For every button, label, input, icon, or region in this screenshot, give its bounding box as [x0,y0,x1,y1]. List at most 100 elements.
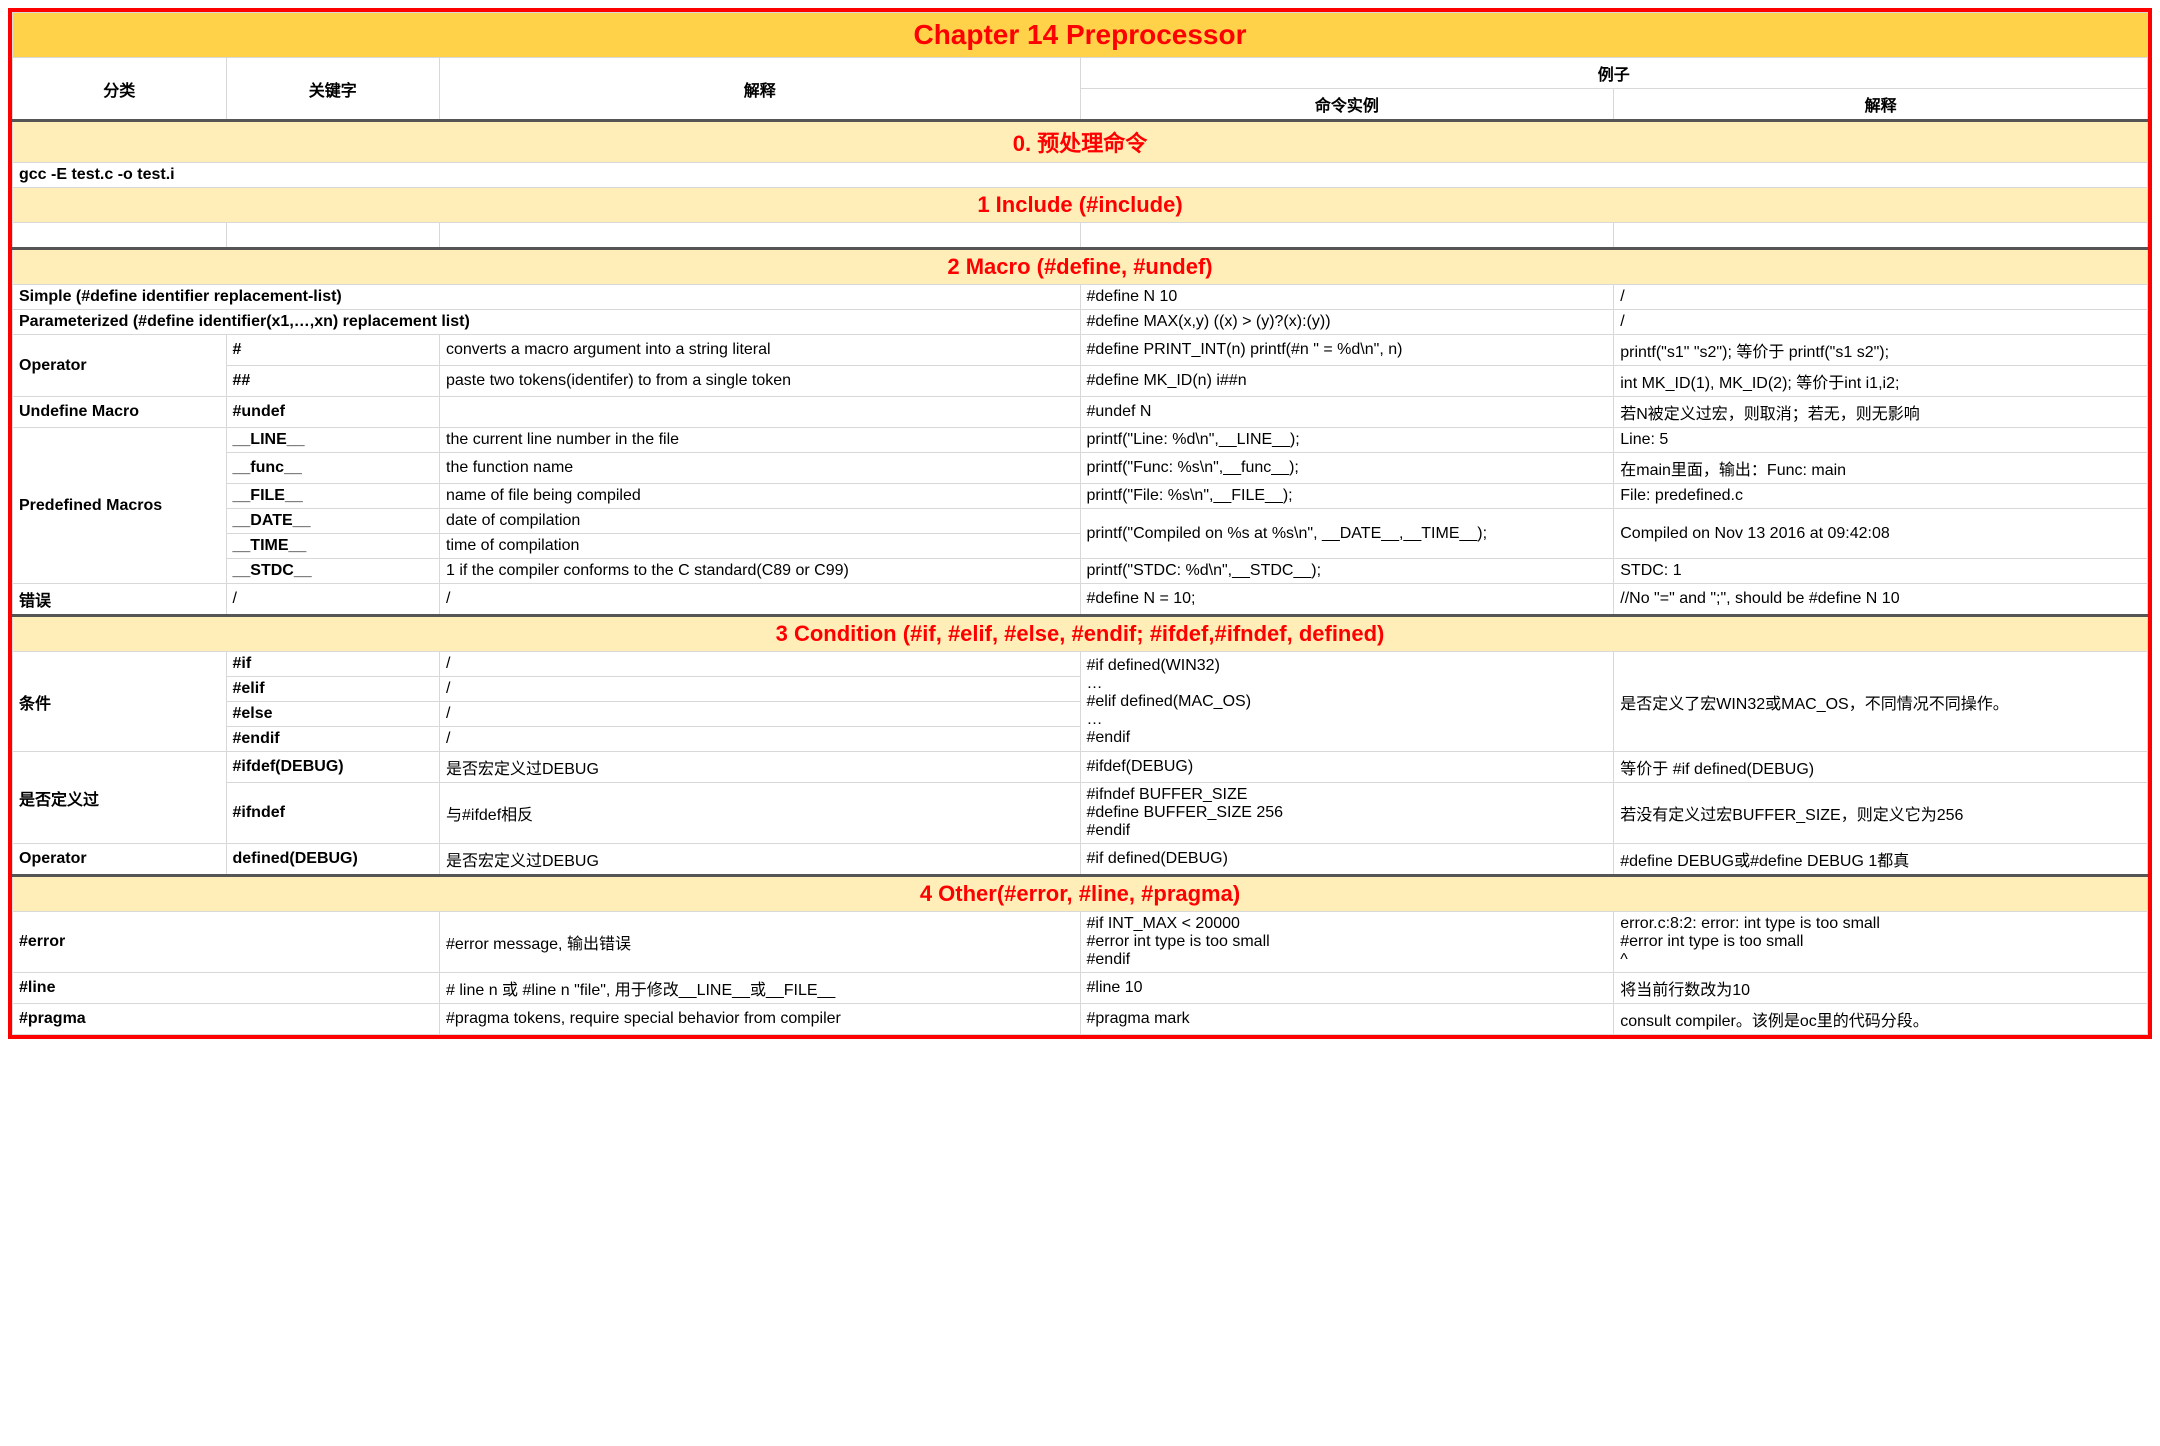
defined-op-row: Operator defined(DEBUG) 是否宏定义过DEBUG #if … [13,844,2148,876]
section-4-title: 4 Other(#error, #line, #pragma) [13,876,2148,912]
predef-stdc-result: STDC: 1 [1614,559,2148,584]
macro-param-label: Parameterized (#define identifier(x1,…,x… [13,310,1081,335]
error-kw: #error [13,912,440,973]
line-result: 将当前行数改为10 [1614,973,2148,1004]
header-example-cmd: 命令实例 [1080,89,1614,121]
ifndef-result: 若没有定义过宏BUFFER_SIZE，则定义它为256 [1614,783,2148,844]
op-hash-result: printf("s1" "s2"); 等价于 printf("s1 s2"); [1614,335,2148,366]
defined-op-result: #define DEBUG或#define DEBUG 1都真 [1614,844,2148,876]
line-desc: # line n 或 #line n "file", 用于修改__LINE__或… [440,973,1081,1004]
cond-label: 条件 [13,652,227,752]
op-hash-example: #define PRINT_INT(n) printf(#n " = %d\n"… [1080,335,1614,366]
ifdef-row: 是否定义过 #ifdef(DEBUG) 是否宏定义过DEBUG #ifdef(D… [13,752,2148,783]
undef-desc [440,397,1081,428]
macro-param-row: Parameterized (#define identifier(x1,…,x… [13,310,2148,335]
predef-time-desc: time of compilation [440,534,1081,559]
macro-simple-result: / [1614,285,2148,310]
predef-file-kw: __FILE__ [226,484,440,509]
header-example: 例子 [1080,58,2148,89]
pragma-row: #pragma #pragma tokens, require special … [13,1004,2148,1035]
empty-cell [226,223,440,249]
ifdef-desc: 是否宏定义过DEBUG [440,752,1081,783]
undef-kw: #undef [226,397,440,428]
macro-err-example: #define N = 10; [1080,584,1614,616]
error-example: #if INT_MAX < 20000 #error int type is t… [1080,912,1614,973]
op-hashhash-kw: ## [226,366,440,397]
predef-line-kw: __LINE__ [226,428,440,453]
cond-else-kw: #else [226,702,440,727]
cond-result: 是否定义了宏WIN32或MAC_OS，不同情况不同操作。 [1614,652,2148,752]
predef-func-result: 在main里面，输出：Func: main [1614,453,2148,484]
outer-container: Chapter 14 Preprocessor 分类 关键字 解释 例子 命令实… [8,8,2152,1039]
macro-simple-label: Simple (#define identifier replacement-l… [13,285,1081,310]
section-2-header: 2 Macro (#define, #undef) [13,249,2148,285]
preprocessor-table: Chapter 14 Preprocessor 分类 关键字 解释 例子 命令实… [12,12,2148,1035]
op-hashhash-desc: paste two tokens(identifer) to from a si… [440,366,1081,397]
line-directive-row: #line # line n 或 #line n "file", 用于修改__L… [13,973,2148,1004]
error-desc: #error message, 输出错误 [440,912,1081,973]
empty-cell [1614,223,2148,249]
predef-stdc-kw: __STDC__ [226,559,440,584]
macro-err-desc: / [440,584,1081,616]
op-hashhash-result: int MK_ID(1), MK_ID(2); 等价于int i1,i2; [1614,366,2148,397]
cond-if-desc: / [440,652,1081,677]
cond-elif-desc: / [440,677,1081,702]
defined-label: 是否定义过 [13,752,227,844]
predef-func-row: __func__ the function name printf("Func:… [13,453,2148,484]
predef-func-example: printf("Func: %s\n",__func__); [1080,453,1614,484]
cond-elif-kw: #elif [226,677,440,702]
defined-op-example: #if defined(DEBUG) [1080,844,1614,876]
predef-date-result: Compiled on Nov 13 2016 at 09:42:08 [1614,509,2148,559]
op-hash-row: Operator # converts a macro argument int… [13,335,2148,366]
cond-endif-kw: #endif [226,727,440,752]
predef-date-example: printf("Compiled on %s at %s\n", __DATE_… [1080,509,1614,559]
predef-date-row: __DATE__ date of compilation printf("Com… [13,509,2148,534]
ifdef-kw: #ifdef(DEBUG) [226,752,440,783]
pragma-result: consult compiler。该例是oc里的代码分段。 [1614,1004,2148,1035]
section-3-title: 3 Condition (#if, #elif, #else, #endif; … [13,616,2148,652]
predef-func-desc: the function name [440,453,1081,484]
page-title: Chapter 14 Preprocessor [13,13,2148,58]
macro-err-row: 错误 / / #define N = 10; //No "=" and ";",… [13,584,2148,616]
section-2-title: 2 Macro (#define, #undef) [13,249,2148,285]
macro-err-result: //No "=" and ";", should be #define N 10 [1614,584,2148,616]
header-explain: 解释 [440,58,1081,121]
ifndef-desc: 与#ifdef相反 [440,783,1081,844]
op-hashhash-row: ## paste two tokens(identifer) to from a… [13,366,2148,397]
op-hashhash-example: #define MK_ID(n) i##n [1080,366,1614,397]
ifndef-kw: #ifndef [226,783,440,844]
empty-cell [1080,223,1614,249]
cond-operator-label: Operator [13,844,227,876]
cond-else-desc: / [440,702,1081,727]
gcc-command: gcc -E test.c -o test.i [13,163,2148,188]
predef-file-result: File: predefined.c [1614,484,2148,509]
error-result: error.c:8:2: error: int type is too smal… [1614,912,2148,973]
cond-endif-desc: / [440,727,1081,752]
pragma-desc: #pragma tokens, require special behavior… [440,1004,1081,1035]
ifndef-row: #ifndef 与#ifdef相反 #ifndef BUFFER_SIZE #d… [13,783,2148,844]
macro-param-example: #define MAX(x,y) ((x) > (y)?(x):(y)) [1080,310,1614,335]
cond-example: #if defined(WIN32) … #elif defined(MAC_O… [1080,652,1614,752]
undef-label: Undefine Macro [13,397,227,428]
section-1-header: 1 Include (#include) [13,188,2148,223]
predef-file-example: printf("File: %s\n",__FILE__); [1080,484,1614,509]
section-3-header: 3 Condition (#if, #elif, #else, #endif; … [13,616,2148,652]
pragma-example: #pragma mark [1080,1004,1614,1035]
error-row: #error #error message, 输出错误 #if INT_MAX … [13,912,2148,973]
macro-err-kw: / [226,584,440,616]
operator-label: Operator [13,335,227,397]
cond-if-row: 条件 #if / #if defined(WIN32) … #elif defi… [13,652,2148,677]
pragma-kw: #pragma [13,1004,440,1035]
line-kw: #line [13,973,440,1004]
undef-row: Undefine Macro #undef #undef N 若N被定义过宏，则… [13,397,2148,428]
defined-op-desc: 是否宏定义过DEBUG [440,844,1081,876]
predef-file-row: __FILE__ name of file being compiled pri… [13,484,2148,509]
empty-cell [13,223,227,249]
macro-simple-row: Simple (#define identifier replacement-l… [13,285,2148,310]
predef-line-row: Predefined Macros __LINE__ the current l… [13,428,2148,453]
header-row-1: 分类 关键字 解释 例子 [13,58,2148,89]
macro-simple-example: #define N 10 [1080,285,1614,310]
defined-op-kw: defined(DEBUG) [226,844,440,876]
section-0-title: 0. 预处理命令 [13,121,2148,163]
predef-time-kw: __TIME__ [226,534,440,559]
